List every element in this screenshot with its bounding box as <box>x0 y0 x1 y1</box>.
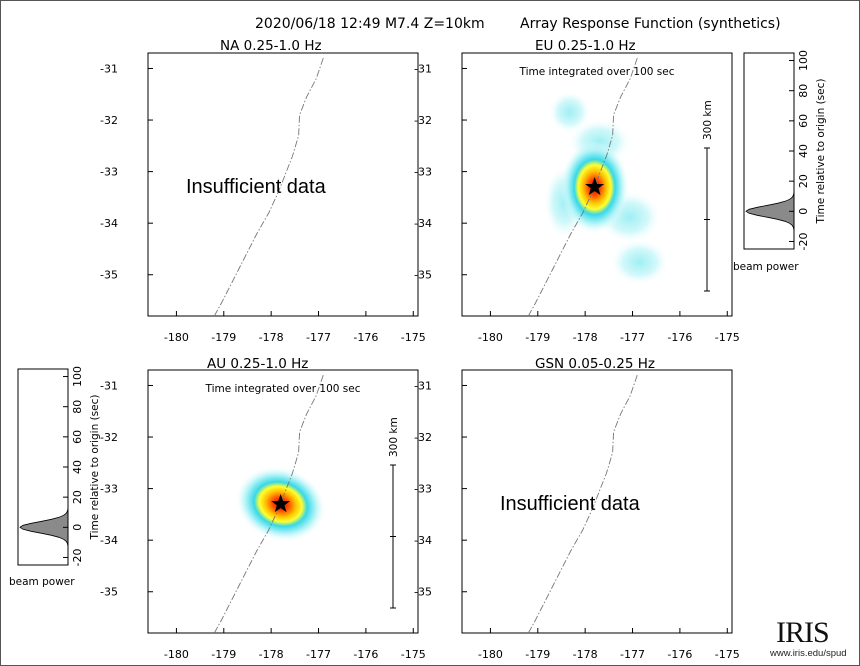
beam-y-tick-label: 100 <box>797 50 810 71</box>
beam-power-curve <box>19 500 69 554</box>
plot-frame <box>147 52 419 317</box>
panel-title: AU 0.25-1.0 Hz <box>207 356 308 372</box>
panel-title: GSN 0.05-0.25 Hz <box>535 356 655 372</box>
x-tick-label: -178 <box>573 331 598 344</box>
plot-frame <box>147 369 419 634</box>
x-tick-label: -176 <box>667 648 692 661</box>
panel-gsn: GSN 0.05-0.25 Hz -180 -179 -178 -177 -176 -175… <box>414 356 740 661</box>
beam-y-tick-label: 40 <box>71 460 84 474</box>
beam-panel-au: 100 80 60 40 20 0 -20 Time relative to origin (… <box>9 366 101 588</box>
product-title: Array Response Function (synthetics) <box>520 16 781 32</box>
iris-url[interactable]: www.iris.edu/spud <box>770 648 847 659</box>
beam-y-tick-label: 0 <box>71 524 84 531</box>
y-tick-label: -31 <box>100 62 118 75</box>
panel-na: NA 0.25-1.0 Hz -180 -179 -178 -177 -176 -175 -3… <box>100 38 426 344</box>
x-tick-label: -178 <box>259 331 284 344</box>
beam-y-axis-label: Time relative to origin (sec) <box>815 79 827 225</box>
plot-frame <box>461 369 733 634</box>
beam-power-curve <box>745 184 795 238</box>
heat-side-lobe <box>611 240 668 285</box>
y-tick-label: -33 <box>414 483 432 496</box>
y-tick-label: -33 <box>100 483 118 496</box>
beam-y-tick-label: -20 <box>797 232 810 250</box>
x-tick-label: -175 <box>715 331 740 344</box>
y-tick-label: -35 <box>414 269 432 282</box>
beam-x-axis-label: beam power <box>733 261 799 273</box>
scale-bar-label: 300 km <box>388 417 400 457</box>
epicenter-star <box>585 177 605 196</box>
insufficient-data-label: Insufficient data <box>500 493 641 515</box>
y-tick-label: -35 <box>100 269 118 282</box>
y-tick-label: -32 <box>414 431 432 444</box>
beam-panel-eu: 100 80 60 40 20 0 -20 Time relative to origin (… <box>733 50 827 273</box>
x-tick-label: -179 <box>211 331 236 344</box>
x-tick-label: -176 <box>353 331 378 344</box>
y-tick-label: -32 <box>414 114 432 127</box>
beam-y-tick-label: 0 <box>797 208 810 215</box>
y-tick-label: -31 <box>414 62 432 75</box>
beam-y-tick-label: 80 <box>71 400 84 414</box>
y-tick-label: -32 <box>100 431 118 444</box>
y-tick-label: -32 <box>100 114 118 127</box>
x-tick-label: -180 <box>478 648 503 661</box>
x-tick-label: -180 <box>164 331 189 344</box>
beam-y-tick-label: 40 <box>797 144 810 158</box>
y-tick-label: -34 <box>414 534 432 547</box>
x-tick-label: -177 <box>306 648 331 661</box>
beam-y-axis-label: Time relative to origin (sec) <box>89 395 101 541</box>
y-tick-label: -33 <box>100 166 118 179</box>
y-tick-label: -35 <box>100 586 118 599</box>
x-tick-label: -178 <box>573 648 598 661</box>
beam-x-axis-label: beam power <box>9 576 75 588</box>
beam-y-tick-label: 80 <box>797 84 810 98</box>
y-tick-label: -34 <box>414 217 432 230</box>
scale-bar-label: 300 km <box>702 100 714 140</box>
beam-y-tick-label: 60 <box>71 430 84 444</box>
y-tick-label: -31 <box>100 379 118 392</box>
x-tick-label: -179 <box>525 331 550 344</box>
x-tick-label: -177 <box>620 331 645 344</box>
x-tick-label: -175 <box>401 648 426 661</box>
y-tick-label: -34 <box>100 534 118 547</box>
integration-note: Time integrated over 100 sec <box>518 66 674 78</box>
insufficient-data-label: Insufficient data <box>186 176 327 198</box>
x-tick-label: -179 <box>211 648 236 661</box>
beam-y-tick-label: 20 <box>797 174 810 188</box>
beam-y-tick-label: 60 <box>797 114 810 128</box>
iris-logo: IRIS <box>776 616 830 649</box>
x-tick-label: -178 <box>259 648 284 661</box>
x-tick-label: -180 <box>478 331 503 344</box>
x-tick-label: -177 <box>306 331 331 344</box>
x-tick-label: -179 <box>525 648 550 661</box>
x-tick-label: -175 <box>715 648 740 661</box>
y-tick-label: -35 <box>414 586 432 599</box>
epicenter-star <box>271 494 291 513</box>
x-tick-label: -175 <box>401 331 426 344</box>
plot-frame <box>461 52 733 317</box>
panel-title: EU 0.25-1.0 Hz <box>535 38 636 54</box>
x-tick-label: -176 <box>667 331 692 344</box>
panel-title: NA 0.25-1.0 Hz <box>220 38 322 54</box>
integration-note: Time integrated over 100 sec <box>204 383 360 395</box>
beam-y-tick-label: 100 <box>71 366 84 387</box>
y-tick-label: -33 <box>414 166 432 179</box>
y-tick-label: -34 <box>100 217 118 230</box>
beam-y-tick-label: -20 <box>71 548 84 566</box>
panel-eu: EU 0.25-1.0 Hz -180 -179 -178 -177 -176 -175 -3… <box>414 38 740 344</box>
x-tick-label: -177 <box>620 648 645 661</box>
panel-au: AU 0.25-1.0 Hz -180 -179 -178 -177 -176 -175 -3… <box>100 356 426 661</box>
y-tick-label: -31 <box>414 379 432 392</box>
x-tick-label: -180 <box>164 648 189 661</box>
beam-y-tick-label: 20 <box>71 490 84 504</box>
x-tick-label: -176 <box>353 648 378 661</box>
heat-side-lobe <box>549 92 590 133</box>
event-title: 2020/06/18 12:49 M7.4 Z=10km <box>255 16 485 32</box>
